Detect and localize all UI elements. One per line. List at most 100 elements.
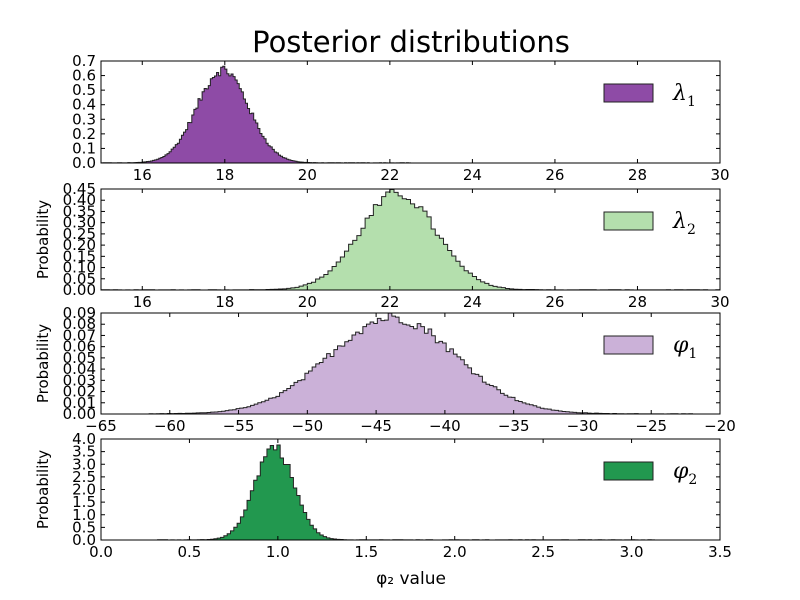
x-tick-label: −25 (635, 417, 667, 435)
x-tick-label: −35 (498, 417, 530, 435)
y-tick-label: 0.0 (72, 531, 96, 549)
legend-label: φ2 (673, 459, 697, 488)
x-tick-label: 18 (215, 293, 234, 311)
y-tick-label: 0.07 (63, 326, 96, 344)
y-tick-label: 0.03 (63, 371, 96, 389)
x-tick-label: 24 (463, 293, 482, 311)
x-tick-label: 0.5 (177, 543, 201, 561)
y-axis-label: Probability (34, 200, 52, 279)
axes-frame (100, 312, 721, 415)
axes-frame (100, 188, 721, 291)
x-tick-label: −55 (223, 417, 255, 435)
y-axis-label: Probability (34, 324, 52, 403)
axes-frame (100, 60, 721, 164)
x-axis-label: φ₂ value (376, 569, 446, 589)
y-tick-label: 0.40 (63, 191, 96, 209)
y-tick-label: 0.5 (72, 81, 96, 99)
legend-label: λ1 (672, 81, 696, 110)
legend-swatch (603, 335, 654, 355)
legend-label: φ1 (673, 333, 697, 362)
x-tick-label: 3.5 (708, 543, 732, 561)
legend-subscript: 1 (688, 346, 697, 362)
y-tick-label: 0.20 (63, 236, 96, 254)
y-tick-label: 0.3 (72, 110, 96, 128)
legend: λ2 (603, 209, 696, 238)
y-tick-label: 0.35 (63, 202, 96, 220)
y-tick-label: 0.04 (63, 360, 96, 378)
x-tick-label: 1.0 (266, 543, 290, 561)
panel-3: −65 −60 −55 −50 −45 −40 −35 −30 −25 −200.000.010.… (34, 304, 736, 435)
y-tick-label: 0.05 (63, 270, 96, 288)
x-tick-label: −30 (567, 417, 599, 435)
histogram-bars (148, 312, 693, 415)
y-tick-label: 3.0 (72, 455, 96, 473)
x-tick-label: 1.5 (354, 543, 378, 561)
histogram-bars (100, 188, 721, 291)
y-tick-label: 0.08 (63, 315, 96, 333)
legend-swatch (603, 461, 654, 481)
y-axis-label: Probability (34, 450, 52, 529)
legend-subscript: 1 (687, 94, 696, 110)
y-tick-label: 0.30 (63, 214, 96, 232)
x-tick-label: −60 (154, 417, 186, 435)
y-tick-label: 2.5 (72, 468, 96, 486)
x-tick-label: 20 (298, 293, 317, 311)
y-tick-label: 1.0 (72, 506, 96, 524)
x-tick-label: 16 (133, 293, 152, 311)
legend-swatch (603, 211, 654, 231)
panel-2: 16 18 20 22 24 26 28 30 0.000.050.100.150.200.25… (34, 180, 730, 311)
x-tick-label: 30 (710, 293, 729, 311)
y-tick-label: 0.09 (63, 304, 96, 322)
x-tick-label: 18 (215, 166, 234, 184)
y-tick-label: 0.10 (63, 259, 96, 277)
y-tick-label: 0.01 (63, 394, 96, 412)
x-tick-label: 0.0 (89, 543, 113, 561)
x-tick-label: 3.0 (620, 543, 644, 561)
y-tick-label: 3.5 (72, 443, 96, 461)
x-tick-label: 26 (545, 166, 564, 184)
panel-4: 0.0 0.5 1.0 1.5 2.0 2.5 3.0 3.50.00.51.01.52.02… (34, 430, 732, 561)
x-tick-label: 16 (133, 166, 152, 184)
y-tick-label: 0.6 (72, 67, 96, 85)
x-tick-label: −65 (85, 417, 117, 435)
legend: φ2 (603, 459, 697, 488)
axes-frame (100, 438, 721, 541)
y-tick-label: 0.00 (63, 281, 96, 299)
x-tick-label: 28 (628, 166, 647, 184)
y-tick-label: 0.2 (72, 125, 96, 143)
y-tick-label: 2.0 (72, 481, 96, 499)
x-tick-label: 24 (463, 166, 482, 184)
x-tick-label: 28 (628, 293, 647, 311)
x-tick-label: 22 (380, 293, 399, 311)
y-tick-label: 0.45 (63, 180, 96, 198)
x-tick-label: −45 (360, 417, 392, 435)
histogram-bars (100, 65, 411, 164)
y-tick-label: 0.1 (72, 139, 96, 157)
x-tick-label: 22 (380, 166, 399, 184)
chart-title: Posterior distributions (252, 25, 570, 59)
y-tick-label: 0.06 (63, 338, 96, 356)
y-tick-label: 4.0 (72, 430, 96, 448)
legend-swatch (603, 83, 654, 103)
x-tick-label: 2.0 (443, 543, 467, 561)
y-tick-label: 0.15 (63, 247, 96, 265)
y-tick-label: 0.02 (63, 383, 96, 401)
legend: φ1 (603, 333, 697, 362)
x-tick-label: 2.5 (531, 543, 555, 561)
x-tick-label: −20 (704, 417, 736, 435)
y-tick-label: 0.00 (63, 405, 96, 423)
y-tick-label: 1.5 (72, 493, 96, 511)
x-tick-label: 30 (710, 166, 729, 184)
panels-group: 16 18 20 22 24 26 28 300.00.10.20.30.40.50.60.7… (34, 52, 736, 561)
legend-subscript: 2 (687, 222, 696, 238)
x-tick-label: 20 (298, 166, 317, 184)
y-tick-label: 0.25 (63, 225, 96, 243)
y-tick-label: 0.7 (72, 52, 96, 70)
legend-subscript: 2 (688, 472, 697, 488)
panel-1: 16 18 20 22 24 26 28 30 0.00.10.20.30.40.50.60.7… (72, 52, 729, 184)
y-tick-label: 0.0 (72, 154, 96, 172)
y-tick-label: 0.05 (63, 349, 96, 367)
legend-label: λ2 (672, 209, 696, 238)
legend: λ1 (603, 81, 696, 110)
